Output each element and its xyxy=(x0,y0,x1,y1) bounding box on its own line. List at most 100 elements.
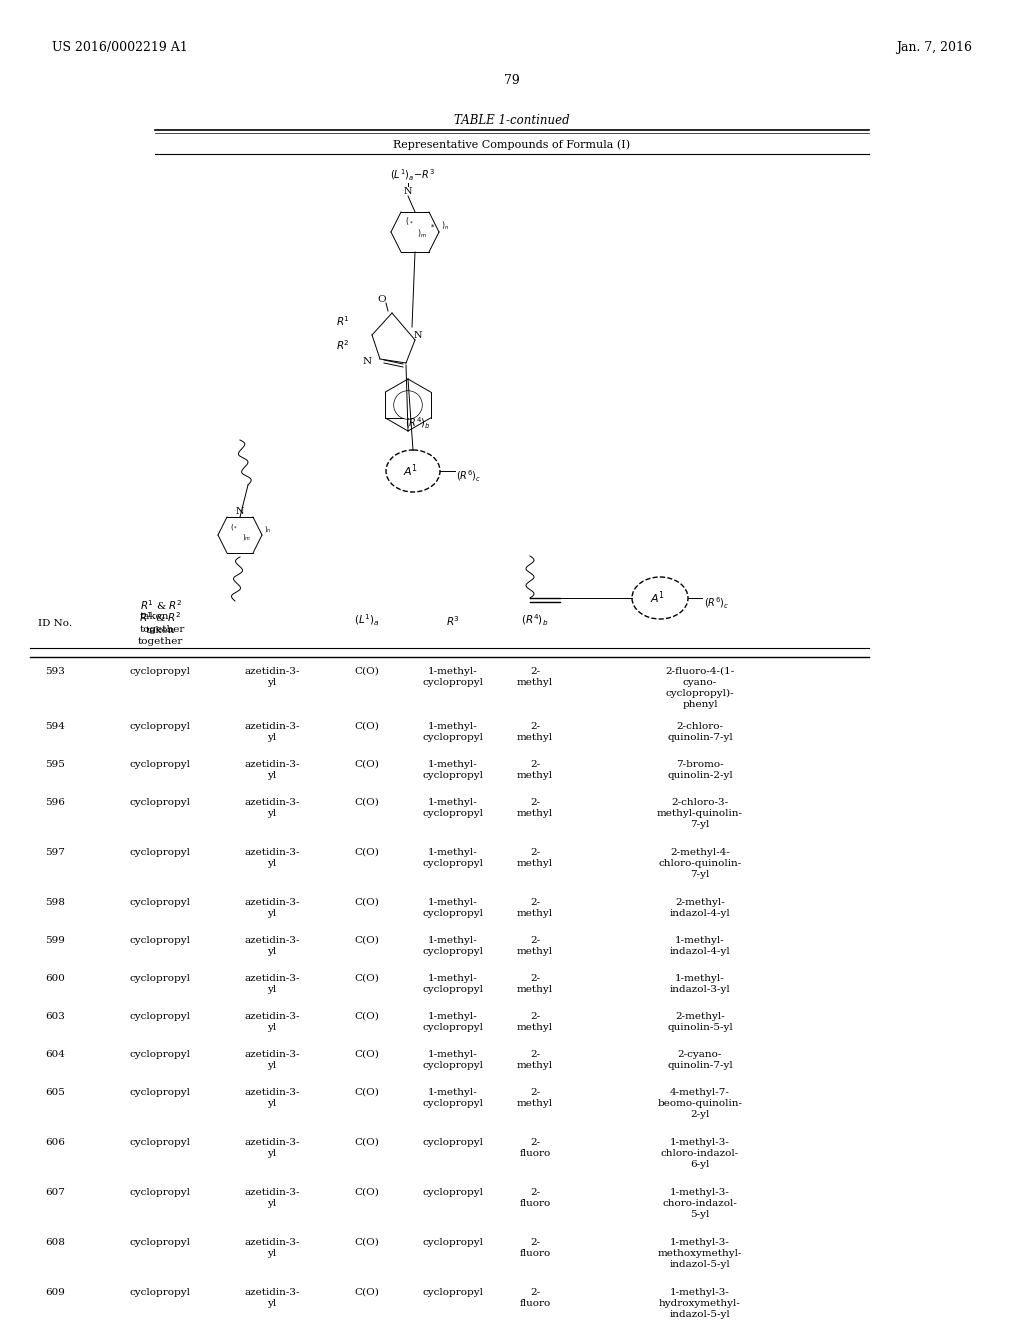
Text: C(O): C(O) xyxy=(354,1012,380,1020)
Text: cyclopropyl: cyclopropyl xyxy=(129,760,190,770)
Text: 1-methyl-
indazol-3-yl: 1-methyl- indazol-3-yl xyxy=(670,974,730,994)
Text: N: N xyxy=(414,330,423,339)
Text: C(O): C(O) xyxy=(354,799,380,807)
Text: azetidin-3-
yl: azetidin-3- yl xyxy=(245,1088,300,1107)
Text: cyclopropyl: cyclopropyl xyxy=(423,1238,483,1247)
Text: taken: taken xyxy=(140,612,170,620)
Text: cyclopropyl: cyclopropyl xyxy=(129,1049,190,1059)
Text: cyclopropyl: cyclopropyl xyxy=(423,1138,483,1147)
Text: azetidin-3-
yl: azetidin-3- yl xyxy=(245,847,300,869)
Text: 2-methyl-
quinolin-5-yl: 2-methyl- quinolin-5-yl xyxy=(667,1012,733,1032)
Text: cyclopropyl: cyclopropyl xyxy=(423,1288,483,1298)
Text: 1-methyl-
cyclopropyl: 1-methyl- cyclopropyl xyxy=(423,898,483,919)
Text: 7-bromo-
quinolin-2-yl: 7-bromo- quinolin-2-yl xyxy=(667,760,733,780)
Text: $R^3$: $R^3$ xyxy=(446,614,460,628)
Text: 2-methyl-4-
chloro-quinolin-
7-yl: 2-methyl-4- chloro-quinolin- 7-yl xyxy=(658,847,741,879)
Text: $)_n$: $)_n$ xyxy=(264,524,271,535)
Text: 2-
methyl: 2- methyl xyxy=(517,760,553,780)
Text: azetidin-3-
yl: azetidin-3- yl xyxy=(245,936,300,956)
Text: azetidin-3-
yl: azetidin-3- yl xyxy=(245,1012,300,1032)
Text: C(O): C(O) xyxy=(354,936,380,945)
Text: 1-methyl-
cyclopropyl: 1-methyl- cyclopropyl xyxy=(423,1088,483,1107)
Text: 1-methyl-3-
choro-indazol-
5-yl: 1-methyl-3- choro-indazol- 5-yl xyxy=(663,1188,737,1220)
Text: $R^1$: $R^1$ xyxy=(336,314,350,327)
Text: 2-
methyl: 2- methyl xyxy=(517,799,553,818)
Text: cyclopropyl: cyclopropyl xyxy=(129,936,190,945)
Text: 2-
fluoro: 2- fluoro xyxy=(519,1238,551,1258)
Text: azetidin-3-
yl: azetidin-3- yl xyxy=(245,1049,300,1071)
Text: *: * xyxy=(431,224,434,232)
Text: 604: 604 xyxy=(45,1049,65,1059)
Text: 1-methyl-
cyclopropyl: 1-methyl- cyclopropyl xyxy=(423,667,483,688)
Text: 2-chloro-3-
methyl-quinolin-
7-yl: 2-chloro-3- methyl-quinolin- 7-yl xyxy=(657,799,743,829)
Text: 2-fluoro-4-(1-
cyano-
cyclopropyl)-
phenyl: 2-fluoro-4-(1- cyano- cyclopropyl)- phen… xyxy=(666,667,734,709)
Text: C(O): C(O) xyxy=(354,847,380,857)
Text: azetidin-3-
yl: azetidin-3- yl xyxy=(245,667,300,688)
Text: 1-methyl-
cyclopropyl: 1-methyl- cyclopropyl xyxy=(423,799,483,818)
Text: 2-
methyl: 2- methyl xyxy=(517,667,553,688)
Text: 595: 595 xyxy=(45,760,65,770)
Text: azetidin-3-
yl: azetidin-3- yl xyxy=(245,974,300,994)
Text: 607: 607 xyxy=(45,1188,65,1197)
Text: azetidin-3-
yl: azetidin-3- yl xyxy=(245,722,300,742)
Text: 596: 596 xyxy=(45,799,65,807)
Text: 594: 594 xyxy=(45,722,65,731)
Text: cyclopropyl: cyclopropyl xyxy=(129,1188,190,1197)
Text: 2-
methyl: 2- methyl xyxy=(517,847,553,869)
Text: azetidin-3-
yl: azetidin-3- yl xyxy=(245,799,300,818)
Text: $(R^4)_b$: $(R^4)_b$ xyxy=(521,612,549,628)
Text: $(_*$: $(_*$ xyxy=(406,215,414,227)
Text: $)_m$: $)_m$ xyxy=(417,227,427,239)
Text: O: O xyxy=(378,294,386,304)
Text: N: N xyxy=(362,356,372,366)
Text: 1-methyl-3-
chloro-indazol-
6-yl: 1-methyl-3- chloro-indazol- 6-yl xyxy=(660,1138,739,1170)
Text: Jan. 7, 2016: Jan. 7, 2016 xyxy=(896,41,972,54)
Text: $(L^1)_a\!-\!R^3$: $(L^1)_a\!-\!R^3$ xyxy=(390,168,435,182)
Text: 2-
methyl: 2- methyl xyxy=(517,898,553,919)
Text: azetidin-3-
yl: azetidin-3- yl xyxy=(245,1138,300,1158)
Text: 606: 606 xyxy=(45,1138,65,1147)
Text: cyclopropyl: cyclopropyl xyxy=(129,667,190,676)
Text: cyclopropyl: cyclopropyl xyxy=(129,1088,190,1097)
Text: C(O): C(O) xyxy=(354,1138,380,1147)
Text: 2-
fluoro: 2- fluoro xyxy=(519,1188,551,1208)
Text: 2-
methyl: 2- methyl xyxy=(517,722,553,742)
Text: 603: 603 xyxy=(45,1012,65,1020)
Text: $(_*$: $(_*$ xyxy=(230,523,238,532)
Text: $)_n$: $)_n$ xyxy=(441,219,450,231)
Text: cyclopropyl: cyclopropyl xyxy=(129,898,190,907)
Text: 1-methyl-
cyclopropyl: 1-methyl- cyclopropyl xyxy=(423,1012,483,1032)
Text: 1-methyl-
cyclopropyl: 1-methyl- cyclopropyl xyxy=(423,936,483,956)
Text: $(L^1)_a$: $(L^1)_a$ xyxy=(354,612,380,628)
Text: 2-cyano-
quinolin-7-yl: 2-cyano- quinolin-7-yl xyxy=(667,1049,733,1071)
Text: 598: 598 xyxy=(45,898,65,907)
Text: $(R^6)_c$: $(R^6)_c$ xyxy=(705,597,729,611)
Text: azetidin-3-
yl: azetidin-3- yl xyxy=(245,1238,300,1258)
Text: $R^1$ & $R^2$
taken
together: $R^1$ & $R^2$ taken together xyxy=(137,610,182,645)
Text: C(O): C(O) xyxy=(354,1238,380,1247)
Text: 1-methyl-3-
methoxymethyl-
indazol-5-yl: 1-methyl-3- methoxymethyl- indazol-5-yl xyxy=(657,1238,742,1270)
Text: 1-methyl-
cyclopropyl: 1-methyl- cyclopropyl xyxy=(423,1049,483,1071)
Text: 2-
methyl: 2- methyl xyxy=(517,1049,553,1071)
Text: cyclopropyl: cyclopropyl xyxy=(129,1288,190,1298)
Text: 2-chloro-
quinolin-7-yl: 2-chloro- quinolin-7-yl xyxy=(667,722,733,742)
Text: 599: 599 xyxy=(45,936,65,945)
Text: azetidin-3-
yl: azetidin-3- yl xyxy=(245,760,300,780)
Text: N: N xyxy=(403,187,413,197)
Text: $(R^6)_c$: $(R^6)_c$ xyxy=(456,469,481,484)
Text: 2-
fluoro: 2- fluoro xyxy=(519,1288,551,1308)
Text: C(O): C(O) xyxy=(354,1288,380,1298)
Text: 2-
fluoro: 2- fluoro xyxy=(519,1138,551,1158)
Text: $A^1$: $A^1$ xyxy=(403,463,419,479)
Text: cyclopropyl: cyclopropyl xyxy=(129,847,190,857)
Text: C(O): C(O) xyxy=(354,1049,380,1059)
Text: cyclopropyl: cyclopropyl xyxy=(423,1188,483,1197)
Text: 597: 597 xyxy=(45,847,65,857)
Text: together: together xyxy=(140,624,185,634)
Text: 609: 609 xyxy=(45,1288,65,1298)
Text: 608: 608 xyxy=(45,1238,65,1247)
Text: 605: 605 xyxy=(45,1088,65,1097)
Text: 2-
methyl: 2- methyl xyxy=(517,1088,553,1107)
Text: $R^1$ & $R^2$: $R^1$ & $R^2$ xyxy=(140,598,182,611)
Text: 4-methyl-7-
beomo-quinolin-
2-yl: 4-methyl-7- beomo-quinolin- 2-yl xyxy=(657,1088,742,1119)
